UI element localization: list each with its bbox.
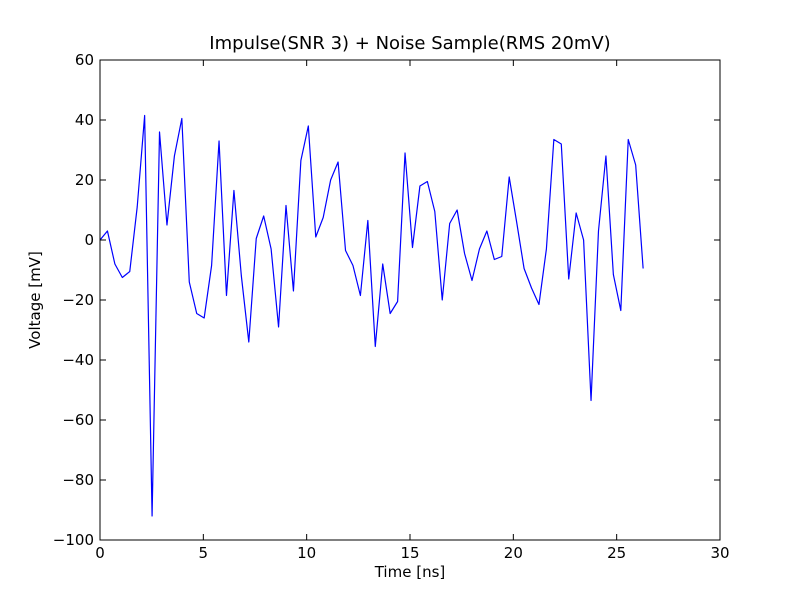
y-tick-label: −60 (62, 411, 94, 429)
series-line-0 (99, 114, 644, 517)
x-axis-label: Time [ns] (374, 563, 446, 581)
y-tick-label: −80 (62, 471, 94, 489)
x-tick-label: 25 (607, 544, 626, 562)
y-tick-label: −40 (62, 351, 94, 369)
y-tick-label: 0 (84, 231, 94, 249)
x-tick-label: 15 (400, 544, 419, 562)
chart-title: Impulse(SNR 3) + Noise Sample(RMS 20mV) (209, 33, 610, 54)
x-tick-label: 10 (297, 544, 316, 562)
y-tick-label: −100 (53, 531, 94, 549)
x-tick-label: 30 (710, 544, 729, 562)
plot-area: 0 5 10 15 20 25 30 −100 −80 −60 −40 −20 0 20 40 60 (53, 51, 730, 562)
y-tick-label: 20 (75, 171, 94, 189)
y-tick-label: 40 (75, 111, 94, 129)
y-axis-label: Voltage [mV] (26, 251, 44, 349)
y-tick-label: 60 (75, 51, 94, 69)
x-tick-label: 20 (504, 544, 523, 562)
y-tick-label: −20 (62, 291, 94, 309)
x-tick-label: 5 (199, 544, 209, 562)
x-tick-label: 0 (95, 544, 105, 562)
